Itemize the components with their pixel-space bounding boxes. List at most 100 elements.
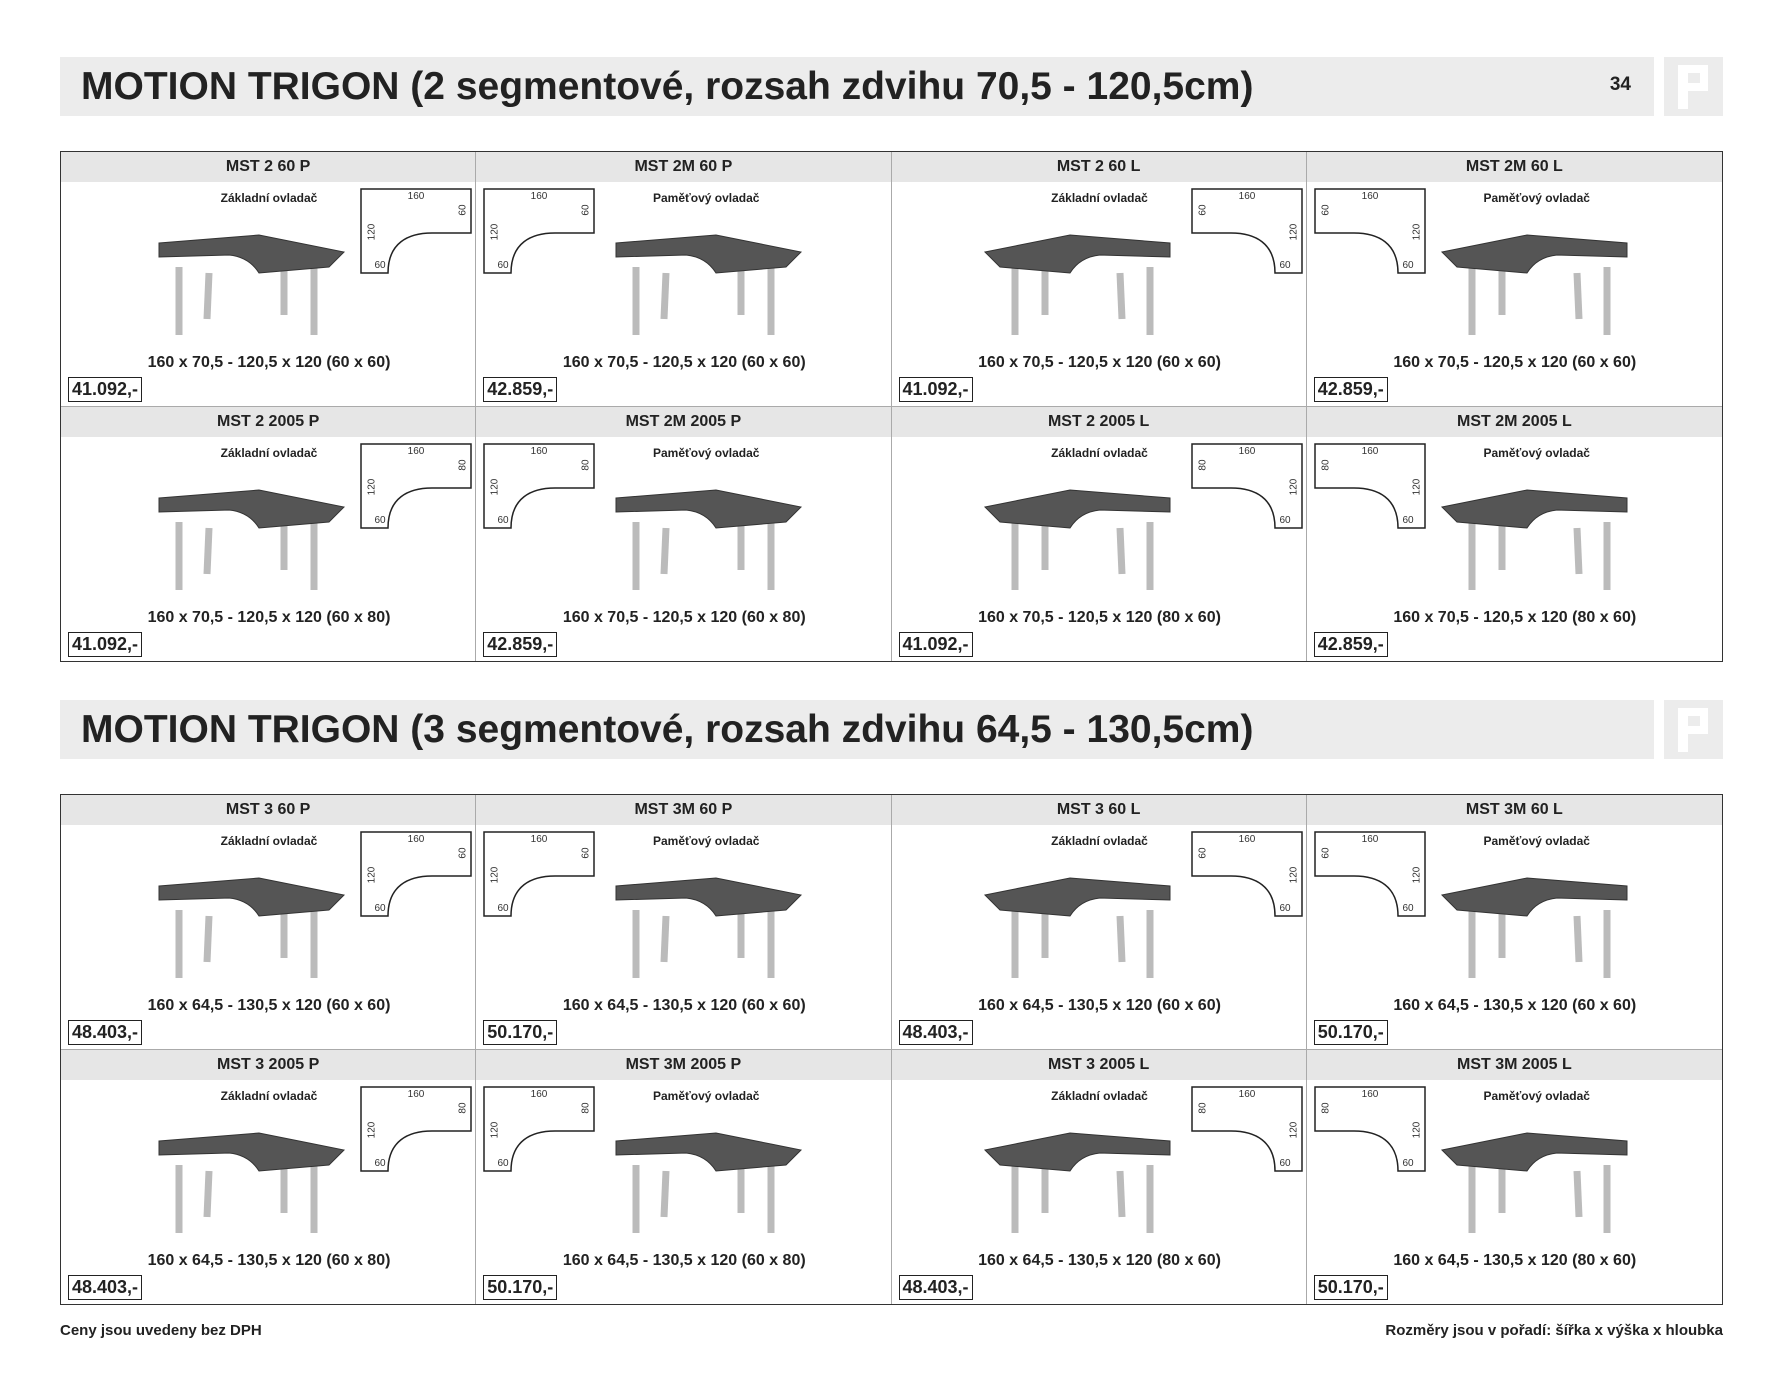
desk-top [615,234,803,274]
product-code: MST 3 60 P [61,795,476,825]
desk-leg [203,272,213,320]
product-cell: MST 3M 2005 P Paměťový ovladač 160 80 120 60 1… [476,1049,892,1304]
desk-leg [660,915,670,963]
diagram-label: 160 [1238,191,1255,202]
diagram-label: 60 [1279,515,1291,526]
diagram-label: 160 [1361,191,1378,202]
desk-leg [660,527,670,574]
diagram-label: 120 [1288,223,1299,240]
section-title: MOTION TRIGON (3 segmentové, rozsah zdvi… [81,708,1254,751]
product-code: MST 3M 60 P [476,795,891,825]
desk-leg [1116,1170,1125,1217]
diagram-outline [1314,442,1426,529]
diagram-label: 60 [1279,260,1291,271]
diagram-label: 80 [1320,1102,1331,1114]
diagram-outline [1190,831,1303,917]
dimensions: 160 x 64,5 - 130,5 x 120 (80 x 60) [978,1251,1221,1269]
price: 48.403,- [898,1274,973,1300]
dimensions: 160 x 64,5 - 130,5 x 120 (60 x 80) [147,1251,391,1269]
diagram-label: 80 [581,1102,592,1114]
diagram-label: 160 [408,446,425,457]
footer-note: Rozměry jsou v pořadí: šířka x výška x h… [1385,1322,1723,1339]
controller-label: Základní ovladač [220,445,318,460]
desk-image [615,1131,803,1233]
desk-top [615,877,803,917]
diagram-label: 160 [531,191,548,202]
product-code: MST 3 60 L [891,795,1306,825]
shape-diagram: 160 80 120 60 [1190,442,1303,529]
diagram-label: 160 [531,1089,548,1100]
desk-top [615,1131,803,1172]
desk-image [983,877,1170,978]
controller-label: Paměťový ovladač [1483,445,1590,460]
diagram-label: 60 [1279,903,1291,914]
desk-top [1440,488,1628,529]
diagram-outline [360,1085,472,1172]
controller-label: Základní ovladač [1051,191,1148,205]
price: 42.859,- [1313,631,1388,657]
diagram-outline [360,188,472,274]
diagram-outline [360,831,472,917]
desk-image [1440,234,1628,335]
desk-leg [1116,272,1125,320]
product-code: MST 2M 2005 L [1306,406,1722,437]
diagram-label: 120 [367,478,378,495]
shape-diagram: 160 60 120 60 [483,188,595,274]
desk-top [615,488,803,529]
diagram-label: 60 [1402,515,1414,526]
controller-label: Paměťový ovladač [653,191,760,205]
product-cell: MST 3M 60 P Paměťový ovladač 160 60 120 60 160… [476,795,892,1050]
desk-leg [203,527,213,574]
desk-top [158,488,346,529]
diagram-label: 120 [1288,1121,1299,1138]
product-cell: MST 2M 2005 L Paměťový ovladač 160 80 120 60 1… [1306,406,1722,662]
diagram-outline [1314,831,1426,917]
diagram-label: 60 [581,847,592,859]
price: 48.403,- [68,1274,143,1300]
product-cell: MST 2M 60 P Paměťový ovladač 160 60 120 60 160… [476,152,892,407]
controller-label: Paměťový ovladač [1483,834,1590,848]
controller-label: Paměťový ovladač [653,834,760,848]
shape-diagram: 160 60 120 60 [360,188,472,274]
price: 50.170,- [483,1020,558,1045]
dimensions: 160 x 70,5 - 120,5 x 120 (60 x 60) [562,354,806,371]
product-cell: MST 3 60 L Základní ovladač 160 60 120 60 160 … [891,795,1307,1050]
desk-top [983,488,1170,529]
product-table: MST 3 60 P Základní ovladač 160 60 120 60 160 … [60,794,1723,1305]
diagram-label: 60 [498,903,510,914]
diagram-outline [483,1085,595,1172]
dimensions: 160 x 70,5 - 120,5 x 120 (60 x 60) [1393,354,1637,371]
product-cell: MST 2 2005 P Základní ovladač 160 80 120 60 16… [61,406,477,661]
diagram-outline [360,442,472,529]
controller-label: Paměťový ovladač [1483,1088,1590,1103]
diagram-label: 60 [458,847,469,859]
diagram-label: 60 [1320,847,1331,859]
diagram-label: 60 [458,204,469,216]
desk-top [158,234,346,274]
diagram-label: 160 [408,834,425,845]
price: 50.170,- [483,1274,558,1300]
diagram-outline [1314,188,1426,274]
product-code: MST 2 2005 P [61,406,476,437]
price: 41.092,- [898,631,973,657]
diagram-label: 120 [490,223,501,240]
product-code: MST 3M 2005 P [476,1049,891,1080]
dimensions: 160 x 64,5 - 130,5 x 120 (60 x 60) [147,997,391,1014]
diagram-label: 60 [1197,847,1208,859]
dimensions: 160 x 64,5 - 130,5 x 120 (60 x 60) [1393,997,1637,1014]
dimensions: 160 x 64,5 - 130,5 x 120 (60 x 80) [562,1251,806,1269]
controller-label: Základní ovladač [1051,445,1148,460]
product-code: MST 2M 2005 P [476,406,891,437]
diagram-label: 60 [498,260,510,271]
diagram-outline [483,831,595,917]
dimensions: 160 x 70,5 - 120,5 x 120 (80 x 60) [1393,608,1637,626]
dimensions: 160 x 64,5 - 130,5 x 120 (80 x 60) [1393,1251,1637,1269]
controller-label: Základní ovladač [1051,1088,1148,1103]
section-title: MOTION TRIGON (2 segmentové, rozsah zdvi… [81,65,1254,108]
desk-image [1440,877,1628,978]
header-bar: MOTION TRIGON (2 segmentové, rozsah zdvi… [60,57,1654,116]
product-code: MST 2 60 L [891,152,1306,182]
product-code: MST 3M 60 L [1306,795,1722,825]
diagram-label: 60 [374,1158,386,1169]
logo [1664,57,1723,116]
